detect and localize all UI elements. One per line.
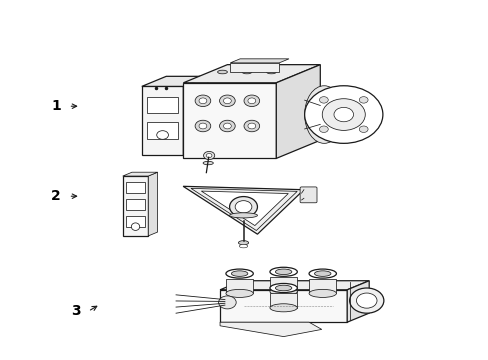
Text: 1: 1 xyxy=(51,99,61,113)
Polygon shape xyxy=(126,216,144,228)
Circle shape xyxy=(356,293,376,308)
Polygon shape xyxy=(146,97,178,113)
Polygon shape xyxy=(220,290,346,322)
Circle shape xyxy=(206,153,211,158)
Polygon shape xyxy=(183,186,304,234)
Polygon shape xyxy=(308,279,336,293)
Polygon shape xyxy=(146,122,178,139)
Ellipse shape xyxy=(238,241,248,245)
Ellipse shape xyxy=(269,304,297,312)
Circle shape xyxy=(247,98,255,104)
Circle shape xyxy=(247,123,255,129)
Circle shape xyxy=(219,95,235,107)
Ellipse shape xyxy=(314,271,330,276)
Polygon shape xyxy=(225,279,253,293)
Polygon shape xyxy=(122,172,157,176)
Ellipse shape xyxy=(225,289,253,297)
Polygon shape xyxy=(142,86,183,155)
Ellipse shape xyxy=(275,269,291,275)
Circle shape xyxy=(322,99,365,130)
Polygon shape xyxy=(220,281,368,290)
Text: 2: 2 xyxy=(51,189,61,203)
Ellipse shape xyxy=(308,269,336,278)
Ellipse shape xyxy=(275,285,291,291)
Polygon shape xyxy=(142,76,207,86)
Ellipse shape xyxy=(217,70,227,74)
Ellipse shape xyxy=(131,223,140,230)
FancyBboxPatch shape xyxy=(300,187,316,203)
Circle shape xyxy=(229,197,257,217)
Ellipse shape xyxy=(231,271,247,276)
Circle shape xyxy=(359,96,367,103)
Circle shape xyxy=(359,126,367,132)
Circle shape xyxy=(195,120,210,132)
Polygon shape xyxy=(276,65,320,158)
Polygon shape xyxy=(183,76,207,155)
Circle shape xyxy=(244,95,259,107)
Circle shape xyxy=(333,107,353,122)
Circle shape xyxy=(319,96,327,103)
Polygon shape xyxy=(126,182,144,193)
Circle shape xyxy=(244,120,259,132)
Circle shape xyxy=(199,123,206,129)
Circle shape xyxy=(199,98,206,104)
Circle shape xyxy=(349,288,383,313)
Polygon shape xyxy=(126,199,144,210)
Polygon shape xyxy=(346,281,368,322)
Ellipse shape xyxy=(308,289,336,297)
Ellipse shape xyxy=(269,283,297,293)
Circle shape xyxy=(203,152,214,159)
Ellipse shape xyxy=(304,86,343,143)
Polygon shape xyxy=(148,172,157,236)
Polygon shape xyxy=(230,59,288,63)
Text: 3: 3 xyxy=(71,305,81,318)
Polygon shape xyxy=(269,277,297,292)
Ellipse shape xyxy=(225,269,253,278)
Ellipse shape xyxy=(269,288,297,296)
Circle shape xyxy=(223,123,231,129)
Ellipse shape xyxy=(242,70,251,74)
Polygon shape xyxy=(220,322,321,337)
Polygon shape xyxy=(183,83,276,158)
Ellipse shape xyxy=(239,244,247,248)
Polygon shape xyxy=(269,293,297,308)
Polygon shape xyxy=(122,176,148,236)
Circle shape xyxy=(195,95,210,107)
Polygon shape xyxy=(183,65,320,83)
Ellipse shape xyxy=(266,70,276,74)
Circle shape xyxy=(219,120,235,132)
Circle shape xyxy=(157,131,168,139)
Circle shape xyxy=(218,296,236,309)
Ellipse shape xyxy=(269,267,297,276)
Polygon shape xyxy=(230,63,279,72)
Circle shape xyxy=(319,126,327,132)
Circle shape xyxy=(223,98,231,104)
Polygon shape xyxy=(201,191,288,226)
Ellipse shape xyxy=(203,161,213,165)
Ellipse shape xyxy=(229,213,257,218)
Circle shape xyxy=(235,201,251,213)
Circle shape xyxy=(304,86,382,143)
